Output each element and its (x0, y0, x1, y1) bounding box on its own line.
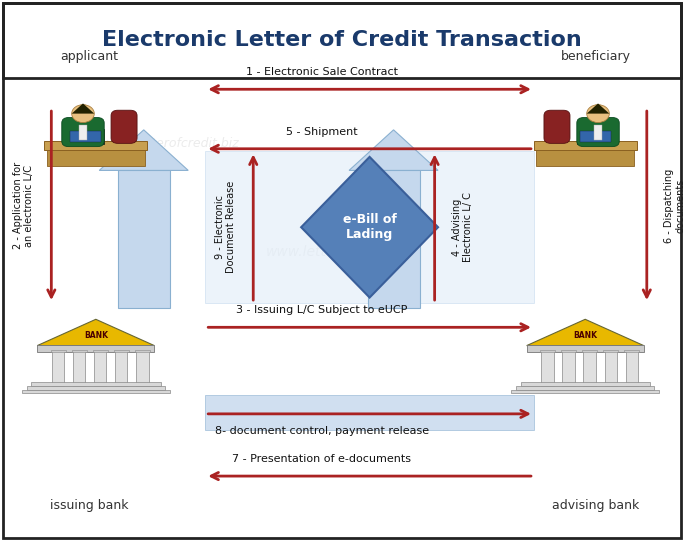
Polygon shape (526, 319, 644, 346)
FancyBboxPatch shape (22, 390, 170, 393)
FancyBboxPatch shape (544, 110, 570, 143)
FancyBboxPatch shape (584, 351, 595, 386)
FancyBboxPatch shape (206, 151, 534, 303)
Text: 6 - Dispatching
documents: 6 - Dispatching documents (664, 168, 685, 243)
FancyBboxPatch shape (27, 386, 165, 390)
FancyBboxPatch shape (79, 124, 87, 140)
Text: e-Bill of
Lading: e-Bill of Lading (343, 213, 397, 241)
FancyBboxPatch shape (31, 382, 161, 386)
FancyBboxPatch shape (3, 3, 681, 78)
FancyBboxPatch shape (115, 351, 128, 386)
FancyBboxPatch shape (44, 141, 147, 150)
FancyBboxPatch shape (118, 170, 170, 308)
FancyBboxPatch shape (135, 351, 150, 352)
Polygon shape (301, 157, 438, 298)
FancyBboxPatch shape (582, 351, 597, 352)
FancyBboxPatch shape (368, 170, 420, 308)
Text: 4 - Advising
Electronic L/ C: 4 - Advising Electronic L/ C (452, 192, 473, 262)
FancyBboxPatch shape (604, 351, 617, 386)
Text: beneficiary: beneficiary (560, 50, 631, 63)
FancyBboxPatch shape (577, 117, 619, 147)
FancyBboxPatch shape (562, 351, 575, 386)
FancyBboxPatch shape (73, 351, 86, 386)
FancyBboxPatch shape (534, 141, 637, 150)
Text: BANK: BANK (573, 331, 598, 340)
Text: 9 - Electronic
Document Release: 9 - Electronic Document Release (215, 181, 236, 273)
FancyBboxPatch shape (37, 345, 155, 352)
FancyBboxPatch shape (511, 390, 659, 393)
Text: applicant: applicant (60, 50, 118, 63)
FancyBboxPatch shape (136, 351, 148, 386)
Polygon shape (99, 130, 188, 170)
Text: www.letterofcredit.biz: www.letterofcredit.biz (102, 137, 240, 150)
FancyBboxPatch shape (526, 345, 644, 352)
Text: 3 - Issuing L/C Subject to eUCP: 3 - Issuing L/C Subject to eUCP (236, 306, 407, 315)
Text: 2 - Application for
an electronic L/C: 2 - Application for an electronic L/C (12, 162, 34, 249)
Text: 7 - Presentation of e-documents: 7 - Presentation of e-documents (233, 454, 411, 464)
Circle shape (72, 105, 95, 122)
FancyBboxPatch shape (516, 386, 654, 390)
FancyBboxPatch shape (94, 351, 106, 386)
FancyBboxPatch shape (542, 351, 553, 386)
FancyBboxPatch shape (93, 351, 108, 352)
FancyBboxPatch shape (206, 395, 534, 430)
Text: 5 - Shipment: 5 - Shipment (286, 127, 357, 137)
FancyBboxPatch shape (68, 129, 104, 144)
FancyBboxPatch shape (536, 149, 634, 167)
FancyBboxPatch shape (62, 117, 104, 147)
FancyBboxPatch shape (626, 351, 638, 386)
FancyBboxPatch shape (594, 124, 602, 140)
Text: 1 - Electronic Sale Contract: 1 - Electronic Sale Contract (246, 68, 397, 77)
FancyBboxPatch shape (578, 129, 613, 144)
FancyBboxPatch shape (580, 131, 611, 142)
Text: advising bank: advising bank (552, 499, 639, 512)
Polygon shape (37, 319, 155, 346)
FancyBboxPatch shape (51, 351, 66, 352)
FancyBboxPatch shape (111, 110, 137, 143)
Polygon shape (72, 103, 95, 114)
FancyBboxPatch shape (114, 351, 129, 352)
Text: www.letterofcredit.biz: www.letterofcredit.biz (266, 245, 419, 259)
Text: BANK: BANK (83, 331, 108, 340)
FancyBboxPatch shape (72, 351, 86, 352)
Text: 8- document control, payment release: 8- document control, payment release (215, 426, 428, 436)
FancyBboxPatch shape (47, 149, 145, 167)
FancyBboxPatch shape (520, 382, 650, 386)
Text: issuing bank: issuing bank (50, 499, 128, 512)
FancyBboxPatch shape (52, 351, 64, 386)
Text: Electronic Letter of Credit Transaction: Electronic Letter of Credit Transaction (102, 30, 582, 50)
FancyBboxPatch shape (70, 131, 101, 142)
Polygon shape (349, 130, 438, 170)
Polygon shape (586, 103, 609, 114)
FancyBboxPatch shape (561, 351, 576, 352)
FancyBboxPatch shape (603, 351, 618, 352)
Circle shape (586, 105, 609, 122)
FancyBboxPatch shape (624, 351, 639, 352)
FancyBboxPatch shape (540, 351, 555, 352)
